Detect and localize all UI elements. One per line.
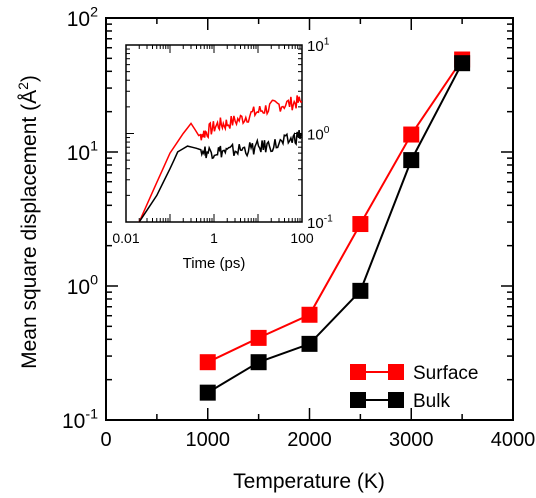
data-point-bulk [199,384,216,401]
x-tick-label: 2000 [287,429,332,451]
inset-x-tick-label: 0.01 [112,230,139,246]
x-tick-label: 1000 [186,429,231,451]
data-point-bulk [454,55,471,72]
inset-frame [125,44,303,223]
x-tick-label: 0 [100,429,111,451]
series-line-surface [207,58,463,364]
data-point-bulk [301,335,318,352]
x-tick-label: 4000 [491,429,536,451]
legend-bulk-marker [350,392,366,408]
y-tick-label: 10-1 [62,407,98,433]
data-point-surface [403,126,420,143]
data-point-surface [250,329,267,346]
x-tick-label: 3000 [389,429,434,451]
inset-series-line-black [138,129,302,222]
inset-x-axis-title: Time (ps) [183,255,246,272]
data-point-bulk [403,152,420,169]
legend-surface-label: Surface [413,363,478,384]
legend: Surface Bulk [350,363,478,412]
inset-x-tick-label: 1 [210,230,218,246]
data-point-bulk [250,354,267,371]
y-axis-title: Mean square displacement (Å2) [15,75,41,369]
legend-bulk-marker-2 [388,392,404,408]
data-point-bulk [352,282,369,299]
series-line-bulk [207,62,463,394]
y-tick-label: 100 [67,273,98,299]
inset-y-tick-label: 10-1 [307,213,333,232]
legend-surface-marker-2 [388,364,404,380]
data-point-surface [352,216,369,233]
x-axis-title: Temperature (K) [233,470,385,493]
data-point-surface [199,354,216,371]
data-point-surface [301,306,318,323]
inset-series-line-red [138,95,302,222]
y-tick-label: 101 [67,139,98,165]
y-tick-label: 102 [67,5,98,31]
inset-x-tick-label: 100 [290,230,314,246]
inset-y-tick-label: 100 [307,125,330,144]
legend-surface-marker [350,364,366,380]
inset-y-tick-label: 101 [307,36,330,55]
legend-bulk-label: Bulk [413,391,450,412]
